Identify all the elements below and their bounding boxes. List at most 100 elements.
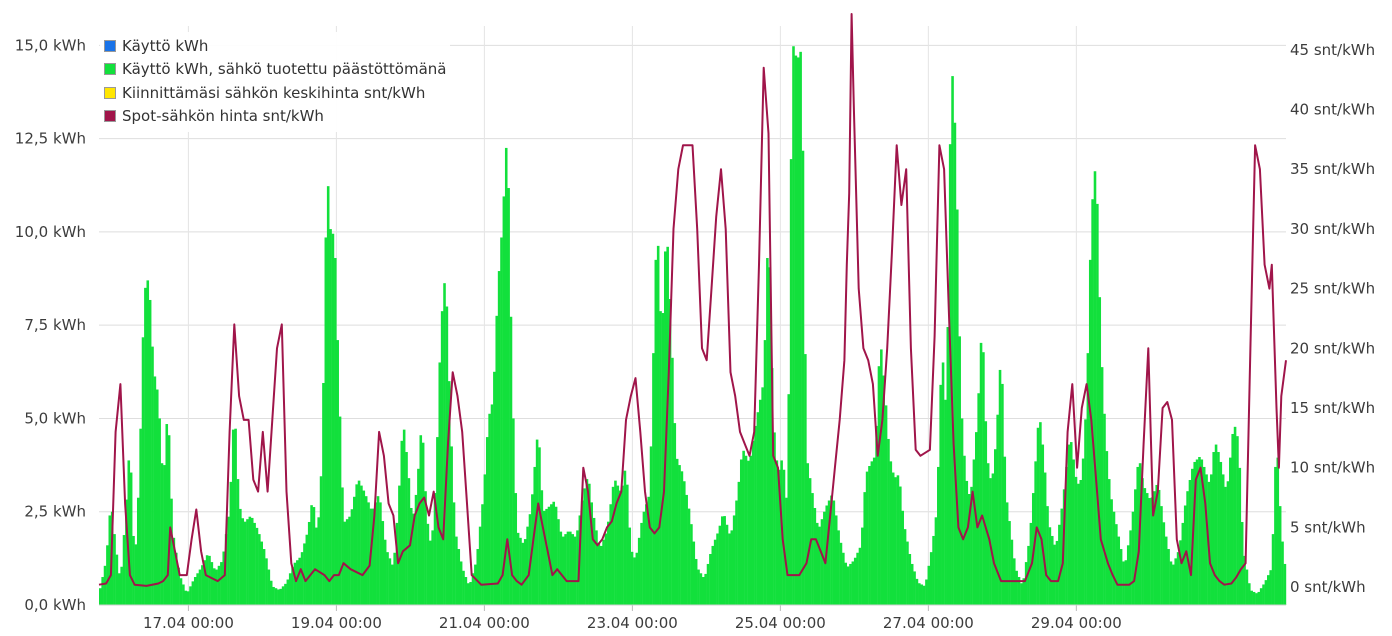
consumption-bar bbox=[716, 533, 719, 605]
consumption-bar bbox=[1153, 491, 1156, 605]
consumption-bar bbox=[1255, 593, 1258, 605]
consumption-bar bbox=[1039, 422, 1042, 605]
consumption-bar bbox=[856, 552, 859, 605]
consumption-bar bbox=[901, 510, 904, 605]
consumption-bar bbox=[749, 455, 753, 605]
consumption-bar bbox=[1259, 588, 1263, 605]
consumption-bar bbox=[421, 442, 425, 605]
y-right-tick-label: 20 snt/kWh bbox=[1290, 339, 1375, 357]
consumption-bar bbox=[739, 459, 743, 605]
consumption-bar bbox=[222, 551, 226, 605]
consumption-bar bbox=[794, 55, 798, 606]
consumption-bar bbox=[728, 533, 731, 605]
consumption-bar bbox=[127, 460, 131, 605]
legend-label: Spot-sähkön hinta snt/kWh bbox=[122, 107, 324, 126]
y-right-tick-label: 0 snt/kWh bbox=[1290, 578, 1366, 596]
consumption-bar bbox=[476, 549, 480, 605]
consumption-bar bbox=[785, 497, 788, 605]
consumption-bar bbox=[1176, 552, 1180, 605]
consumption-bar bbox=[443, 283, 446, 605]
consumption-bar bbox=[1252, 591, 1256, 605]
consumption-bar bbox=[260, 541, 264, 605]
consumption-bar bbox=[1248, 583, 1251, 605]
consumption-bar bbox=[870, 461, 874, 605]
consumption-bar bbox=[837, 530, 840, 605]
consumption-bar bbox=[1200, 459, 1204, 605]
consumption-bar bbox=[865, 471, 869, 605]
consumption-bar bbox=[941, 362, 945, 605]
consumption-bar bbox=[1072, 459, 1075, 605]
consumption-bar bbox=[291, 567, 294, 605]
legend-item[interactable]: Käyttö kWh bbox=[104, 34, 446, 58]
consumption-bar bbox=[393, 552, 396, 605]
consumption-bar bbox=[569, 531, 572, 605]
consumption-bar bbox=[554, 506, 558, 605]
consumption-bar bbox=[939, 384, 942, 605]
consumption-bar bbox=[1214, 444, 1218, 605]
consumption-bar bbox=[701, 577, 705, 605]
consumption-bar bbox=[618, 490, 622, 605]
consumption-bar bbox=[1217, 452, 1220, 605]
consumption-bar bbox=[193, 577, 197, 605]
consumption-bar bbox=[1198, 456, 1201, 605]
x-tick-label: 19.04 00:00 bbox=[291, 614, 382, 632]
consumption-bar bbox=[956, 209, 959, 606]
consumption-bar bbox=[977, 393, 980, 605]
consumption-bar bbox=[269, 580, 273, 605]
consumption-bar bbox=[863, 492, 867, 605]
consumption-bar bbox=[1195, 459, 1199, 605]
consumption-bar bbox=[1098, 297, 1102, 605]
consumption-bar bbox=[804, 354, 807, 605]
consumption-bar bbox=[1046, 506, 1049, 605]
consumption-bar bbox=[405, 452, 408, 605]
consumption-bar bbox=[1086, 353, 1090, 605]
consumption-bar bbox=[1278, 506, 1282, 605]
consumption-bar bbox=[129, 472, 133, 605]
consumption-bar bbox=[1231, 433, 1234, 605]
consumption-bar bbox=[196, 573, 199, 605]
consumption-bar bbox=[626, 484, 629, 605]
consumption-bar bbox=[383, 539, 387, 605]
consumption-bar bbox=[139, 428, 142, 605]
consumption-bar bbox=[447, 381, 451, 605]
consumption-bar bbox=[424, 491, 427, 605]
consumption-bar bbox=[666, 246, 669, 606]
consumption-bar bbox=[656, 245, 660, 605]
legend-item[interactable]: Spot-sähkön hinta snt/kWh bbox=[104, 105, 446, 129]
consumption-bar bbox=[713, 539, 717, 605]
consumption-bar bbox=[661, 313, 665, 605]
consumption-bar bbox=[1129, 530, 1132, 605]
consumption-bar bbox=[203, 560, 207, 605]
consumption-bar bbox=[982, 352, 985, 605]
consumption-bar bbox=[1238, 467, 1242, 605]
legend-swatch bbox=[104, 110, 116, 123]
y-right-tick-label: 40 snt/kWh bbox=[1290, 100, 1375, 118]
consumption-bar bbox=[583, 488, 586, 605]
consumption-bar bbox=[1186, 491, 1189, 605]
legend-item[interactable]: Käyttö kWh, sähkö tuotettu päästöttömänä bbox=[104, 58, 446, 82]
y-left-tick-label: 10,0 kWh bbox=[15, 223, 86, 241]
consumption-bar bbox=[920, 584, 923, 605]
legend-item[interactable]: Kiinnittämäsi sähkön keskihinta snt/kWh bbox=[104, 81, 446, 105]
consumption-bar bbox=[348, 516, 351, 605]
consumption-bar bbox=[777, 469, 781, 605]
consumption-bar bbox=[967, 493, 971, 605]
consumption-bar bbox=[1179, 540, 1182, 605]
consumption-bar bbox=[391, 564, 394, 605]
consumption-bar bbox=[754, 425, 757, 605]
consumption-bar bbox=[212, 568, 216, 605]
consumption-bar bbox=[300, 552, 304, 605]
consumption-bar bbox=[191, 581, 195, 605]
consumption-bar bbox=[360, 485, 363, 605]
consumption-bar bbox=[607, 521, 610, 605]
consumption-bar bbox=[595, 530, 598, 605]
consumption-bar bbox=[711, 545, 715, 605]
consumption-bar bbox=[1079, 480, 1083, 605]
consumption-bar bbox=[488, 413, 491, 605]
consumption-bar bbox=[205, 555, 209, 605]
consumption-bar bbox=[388, 558, 392, 605]
consumption-bar bbox=[322, 382, 325, 605]
consumption-bar bbox=[341, 487, 344, 605]
consumption-bar bbox=[723, 516, 726, 605]
consumption-bar bbox=[362, 490, 366, 605]
